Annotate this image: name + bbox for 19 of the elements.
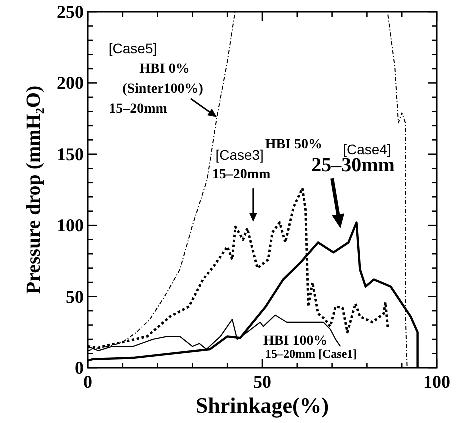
x-tick-label: 100	[424, 372, 450, 392]
x-tick-label: 50	[254, 372, 272, 392]
y-tick-label: 0	[75, 358, 84, 378]
annotation: 15–20mm	[109, 102, 168, 118]
annotation: 15–20mm [Case1]	[266, 347, 358, 362]
annotation: (Sinter100%)	[122, 82, 204, 98]
y-tick-label: 100	[57, 216, 84, 236]
annotation: HBI 100%	[264, 334, 328, 350]
y-tick-label: 50	[66, 286, 84, 307]
annotation: [Case5]	[108, 40, 158, 56]
annotation: 15–20mm	[212, 168, 272, 183]
annotation: [Case3]	[216, 147, 264, 164]
y-tick-label: 250	[57, 2, 84, 22]
annotation: HBI 0%	[140, 62, 190, 78]
y-tick-label: 200	[57, 73, 84, 94]
y-axis-title: Pressure drop (mmH₂O)	[23, 86, 45, 294]
x-axis-title: Shrinkage(%)	[196, 393, 330, 418]
annotation: HBI 50%	[265, 138, 323, 153]
y-tick-label: 150	[57, 144, 84, 164]
